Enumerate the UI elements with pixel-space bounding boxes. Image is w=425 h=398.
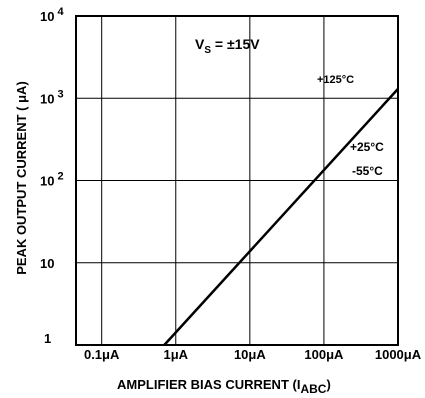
series-group [163,88,399,346]
series-line-0 [163,88,399,346]
x-tick-labels: 0.1μA 1μA 10μA 100μA 1000μA [84,347,422,362]
supply-voltage-annotation: VS = ±15V [195,36,260,56]
x-axis-title-close: ) [326,377,330,392]
plot-frame [75,15,399,346]
y-tick-label-4: 10 4 [40,6,64,24]
y-tick-label-0: 1 [44,331,51,346]
supply-v-rest: = ±15V [211,36,260,52]
temp-label-125c: +125°C [317,74,354,86]
grid-lines [76,16,398,345]
y-tick-label-3: 10 3 [40,88,64,106]
x-tick-label-4: 1000μA [375,347,422,362]
x-axis-title-main: AMPLIFIER BIAS CURRENT (I [117,377,300,392]
y-axis-title: PEAK OUTPUT CURRENT ( μA) [14,81,29,275]
temp-label-minus55c: -55°C [352,164,383,178]
supply-v-sub: S [204,45,211,56]
x-tick-label-2: 10μA [234,347,266,362]
x-tick-label-3: 100μA [304,347,344,362]
x-axis-title: AMPLIFIER BIAS CURRENT (IABC) [117,377,331,396]
y-tick-label-1: 10 [40,256,54,271]
temp-label-25c: +25°C [350,140,384,154]
x-tick-label-1: 1μA [163,347,188,362]
supply-v-main: V [195,36,205,52]
y-tick-label-2: 10 2 [40,171,64,189]
x-axis-title-sub: ABC [300,382,326,396]
x-tick-label-0: 0.1μA [84,347,120,362]
